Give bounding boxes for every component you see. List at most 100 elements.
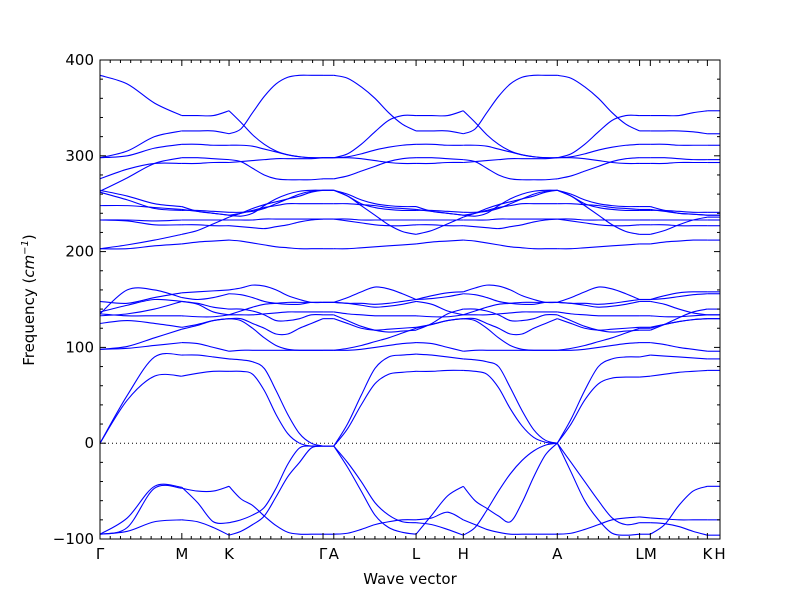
phonon-band-line <box>99 143 182 159</box>
phonon-band-line <box>557 218 640 227</box>
phonon-band-line <box>228 203 324 216</box>
phonon-band-line <box>557 74 640 132</box>
plot-area <box>99 59 721 540</box>
phonon-band-line <box>181 161 230 165</box>
phonon-band-line <box>462 442 558 536</box>
phonon-band-line <box>228 485 324 535</box>
phonon-band-line <box>463 308 558 322</box>
phonon-band-line <box>650 318 708 328</box>
phonon-band-line <box>228 110 324 159</box>
phonon-band-line <box>228 445 324 536</box>
phonon-band-line <box>650 161 708 165</box>
x-tick-label: A <box>329 545 340 563</box>
phonon-band-line <box>181 318 230 328</box>
phonon-band-line <box>333 114 417 159</box>
phonon-band-line <box>416 342 464 352</box>
x-tick-label: K <box>224 545 235 563</box>
phonon-band-line <box>650 157 708 161</box>
phonon-band-line <box>650 293 708 301</box>
phonon-band-line <box>333 218 417 227</box>
phonon-band-line <box>557 314 640 333</box>
phonon-band-line <box>229 317 324 336</box>
phonon-band-line <box>463 189 558 217</box>
phonon-band-line <box>463 284 558 304</box>
phonon-band-line <box>99 243 182 250</box>
phonon-band-line <box>650 291 708 301</box>
phonon-band-line <box>228 445 324 524</box>
x-tick-label: L <box>635 545 644 563</box>
phonon-band-line <box>333 519 417 535</box>
phonon-band-line <box>99 519 182 535</box>
phonon-band-line <box>333 189 417 208</box>
phonon-band-line <box>99 204 182 210</box>
phonon-band-line <box>415 308 464 331</box>
phonon-band-line <box>462 442 558 523</box>
phonon-band-line <box>333 189 417 212</box>
phonon-band-line <box>229 370 324 447</box>
phonon-band-line <box>99 74 183 117</box>
phonon-band-line <box>415 206 464 216</box>
phonon-band-line <box>416 369 464 372</box>
phonon-band-line <box>557 189 640 235</box>
phonon-band-line <box>229 293 324 306</box>
phonon-band-line <box>333 342 417 351</box>
phonon-band-line <box>228 189 324 217</box>
phonon-band-line <box>556 376 640 444</box>
y-axis: −100 0 100 200 300 400 <box>53 51 720 548</box>
phonon-band-line <box>333 445 417 524</box>
phonon-band-line <box>333 311 417 317</box>
phonon-band-line <box>99 328 182 350</box>
phonon-band-line <box>181 318 230 330</box>
phonon-band-line <box>556 442 640 526</box>
phonon-band-line <box>557 189 640 212</box>
phonon-band-line <box>228 74 324 135</box>
phonon-band-line <box>639 375 651 378</box>
phonon-band-line <box>415 485 464 535</box>
phonon-band-line <box>229 308 324 322</box>
phonon-band-line <box>463 293 558 306</box>
phonon-band-line <box>181 224 230 227</box>
x-tick-label: H <box>714 545 725 563</box>
phonon-band-line <box>416 110 464 117</box>
phonon-band-line <box>333 157 417 165</box>
phonon-band-line <box>557 189 640 208</box>
y-axis-label-unit: cm <box>20 255 38 278</box>
phonon-band-line <box>650 354 708 360</box>
phonon-band-line <box>333 74 417 132</box>
phonon-band-line <box>463 203 558 216</box>
phonon-band-line <box>99 320 182 328</box>
phonon-band-line <box>415 318 464 328</box>
y-tick-label: 0 <box>84 434 94 452</box>
phonon-band-line <box>650 206 708 216</box>
phonon-band-line <box>99 130 182 159</box>
phonon-band-line <box>99 233 182 250</box>
phonon-band-line <box>650 300 708 316</box>
phonon-band-line <box>416 239 464 245</box>
phonon-band-line <box>181 157 230 161</box>
phonon-band-line <box>181 370 230 377</box>
phonon-band-line <box>462 110 558 159</box>
phonon-band-line <box>99 352 182 444</box>
y-axis-label-text: Frequency ( <box>20 278 38 366</box>
phonon-band-line <box>650 308 708 331</box>
phonon-band-line <box>416 314 464 318</box>
phonon-band-line <box>463 218 558 221</box>
phonon-band-line <box>557 157 640 165</box>
phonon-band-line <box>557 327 640 351</box>
phonon-band-line <box>463 358 558 444</box>
phonon-band-line <box>181 519 230 536</box>
phonon-band-line <box>333 143 417 159</box>
phonon-band-line <box>556 356 640 444</box>
phonon-band-line <box>99 189 182 208</box>
phonon-band-line <box>557 157 640 180</box>
y-tick-label: 200 <box>65 243 94 261</box>
phonon-band-line <box>650 110 708 117</box>
phonon-band-line <box>333 189 417 235</box>
phonon-band-line <box>333 370 417 447</box>
phonon-band-line <box>228 159 324 181</box>
y-tick-label: 400 <box>65 51 94 69</box>
phonon-band-line <box>557 114 640 159</box>
phonon-band-line <box>650 239 708 245</box>
phonon-band-line <box>181 293 230 301</box>
